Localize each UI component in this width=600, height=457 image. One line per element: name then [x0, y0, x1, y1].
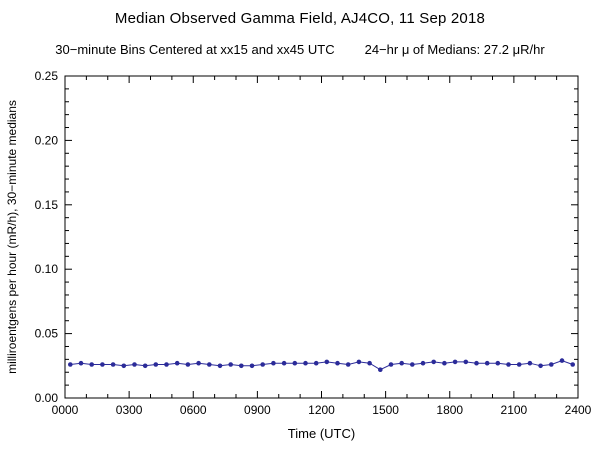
median-point	[292, 360, 298, 366]
median-point	[527, 360, 533, 366]
axis-text: 0.05	[35, 327, 59, 341]
axis-text: 2100	[501, 403, 528, 417]
median-point	[121, 363, 127, 369]
median-point	[174, 360, 180, 366]
median-point	[164, 362, 169, 367]
axis-text: Time (UTC)	[288, 426, 355, 441]
median-point	[420, 360, 426, 366]
median-point	[506, 362, 511, 367]
axis-text: 0.25	[35, 69, 59, 83]
median-point	[228, 362, 233, 367]
median-point	[559, 358, 565, 363]
chart-title: Median Observed Gamma Field, AJ4CO, 11 S…	[114, 10, 486, 27]
median-point	[442, 360, 447, 366]
median-point	[356, 359, 362, 365]
median-point	[142, 363, 148, 369]
plot-text: 0000 0300 0600 0900 1200 1500 1800 2100 2400 0.00…	[5, 69, 592, 441]
axis-text: 0.10	[35, 262, 59, 276]
axis-text: 1800	[436, 403, 463, 417]
median-point	[313, 360, 319, 366]
median-point	[281, 360, 287, 366]
axis-text: 0000	[52, 403, 79, 417]
median-point	[516, 362, 522, 367]
median-point	[549, 362, 554, 367]
median-point	[217, 363, 223, 369]
median-point	[132, 362, 137, 367]
axis-text: milliroentgens per hour (mR/h), 30−minut…	[5, 100, 19, 374]
data-series	[68, 358, 575, 373]
axis-text: 0.20	[35, 133, 59, 147]
median-point	[484, 360, 490, 366]
median-point	[335, 360, 340, 366]
median-point	[89, 362, 94, 367]
median-point	[110, 362, 116, 367]
median-point	[153, 362, 159, 367]
median-point	[260, 362, 266, 367]
median-point	[452, 359, 458, 365]
axis-text: 2400	[565, 403, 592, 417]
median-point	[271, 360, 276, 366]
median-point	[474, 360, 479, 366]
median-point	[495, 360, 501, 366]
median-point	[100, 362, 105, 367]
chart-subtitle-mean: 24−hr μ of Medians: 27.2 μR/hr	[364, 42, 545, 57]
plot-axes	[64, 75, 579, 399]
axis-text: 0600	[180, 403, 207, 417]
median-point	[378, 367, 383, 373]
axis-text: 1200	[308, 403, 335, 417]
plot-frame	[64, 75, 579, 399]
chart-subtitle: 30−minute Bins Centered at xx15 and xx45…	[0, 42, 600, 57]
median-point	[324, 359, 330, 365]
median-point	[207, 362, 212, 367]
median-point	[431, 359, 437, 365]
median-point	[410, 362, 415, 367]
median-point	[78, 360, 84, 366]
median-point	[388, 362, 394, 367]
median-point	[185, 362, 191, 367]
axis-text: 0.15	[35, 198, 59, 212]
median-point	[367, 360, 372, 366]
median-point	[463, 359, 469, 365]
median-point	[303, 360, 308, 366]
median-point	[249, 363, 255, 369]
median-point	[399, 360, 405, 366]
median-point	[570, 362, 575, 367]
median-point	[68, 362, 73, 367]
axis-text: 1500	[372, 403, 399, 417]
median-point	[538, 363, 543, 369]
median-point	[345, 362, 351, 367]
axis-text: 0300	[116, 403, 143, 417]
median-point	[239, 363, 244, 369]
axis-text: 0.00	[35, 391, 59, 405]
axis-text: 0900	[244, 403, 271, 417]
median-point	[196, 360, 201, 366]
chart-subtitle-bins: 30−minute Bins Centered at xx15 and xx45…	[55, 42, 335, 57]
